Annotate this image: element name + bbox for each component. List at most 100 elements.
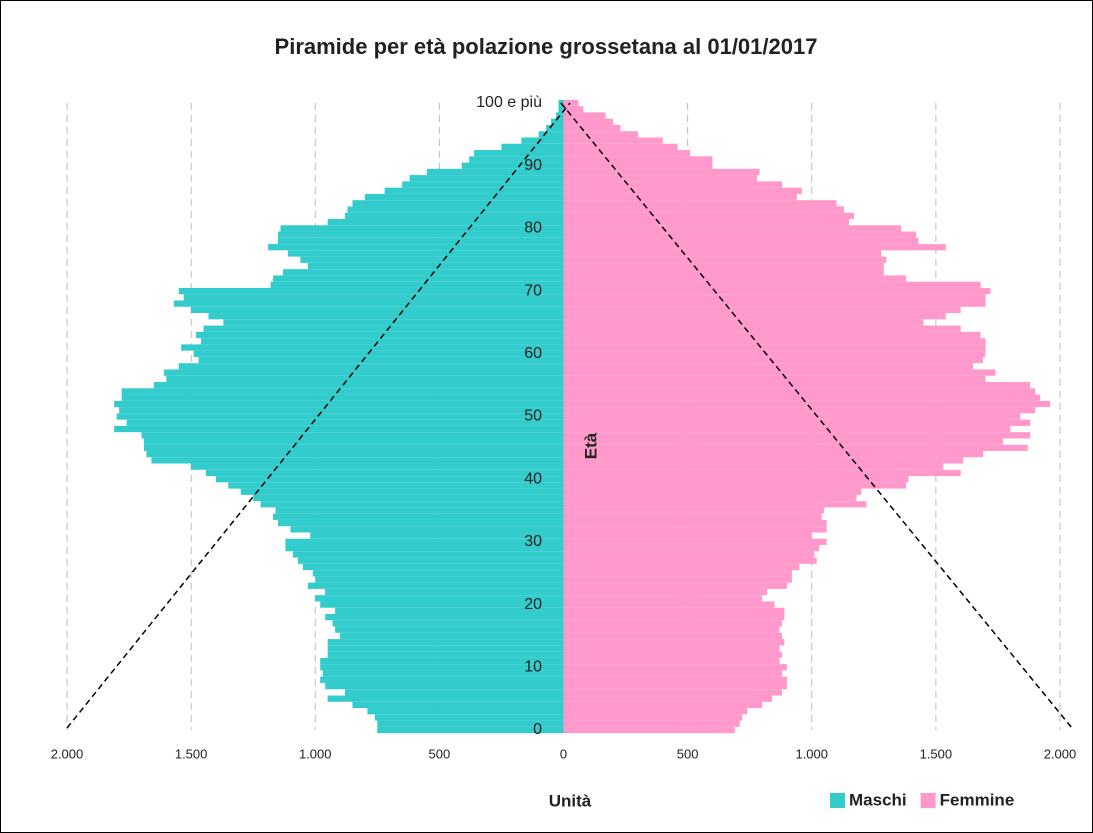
bar: [563, 601, 775, 608]
bar: [325, 682, 564, 690]
bar: [563, 388, 1036, 395]
bar: [307, 262, 564, 270]
bar: [325, 614, 564, 621]
bar: [312, 570, 564, 577]
bar: [563, 488, 862, 495]
bar: [280, 225, 564, 232]
bar: [563, 400, 1051, 408]
x-tick-label: 500: [677, 746, 699, 761]
bar: [278, 231, 564, 238]
bar: [563, 231, 917, 238]
bar: [377, 720, 564, 727]
x-tick-label: 1.000: [299, 746, 332, 761]
bar: [193, 350, 564, 357]
bar: [563, 726, 735, 734]
bar: [563, 438, 1003, 445]
bar: [563, 538, 827, 546]
bar: [364, 193, 564, 201]
bar: [315, 595, 564, 602]
bar: [563, 576, 792, 583]
bar: [320, 601, 564, 608]
y-tick-label: 30: [524, 533, 542, 550]
bar: [563, 519, 827, 527]
bar: [461, 162, 564, 169]
x-tick-label: 2.000: [51, 746, 84, 761]
bar: [340, 632, 564, 640]
bar: [563, 99, 579, 107]
legend-label: Maschi: [849, 790, 907, 809]
bar: [563, 570, 792, 577]
y-tick-label: 50: [524, 408, 542, 425]
bar: [563, 319, 924, 326]
bar: [345, 689, 564, 696]
bar: [563, 626, 780, 633]
bar: [546, 124, 564, 132]
bar: [377, 726, 564, 734]
bar: [563, 206, 845, 213]
bar: [563, 187, 802, 194]
bar: [563, 476, 909, 483]
bar: [178, 363, 564, 370]
bar: [183, 294, 564, 301]
bar: [563, 607, 785, 615]
bar: [141, 432, 564, 439]
bar: [563, 200, 837, 207]
bar: [121, 394, 564, 401]
bar: [563, 175, 758, 182]
bar: [327, 639, 564, 646]
bar: [558, 106, 564, 113]
bar: [126, 419, 564, 426]
bar: [215, 476, 564, 483]
bar: [563, 313, 946, 320]
bar: [166, 375, 564, 383]
bar: [563, 501, 867, 508]
legend-swatch: [920, 793, 936, 808]
bar: [240, 488, 564, 495]
bar: [282, 269, 564, 276]
bar: [196, 331, 564, 339]
bar: [563, 150, 691, 157]
bar: [563, 275, 907, 282]
bar: [201, 338, 564, 345]
bar: [151, 457, 564, 464]
bar: [563, 708, 748, 715]
bar: [563, 250, 882, 257]
y-tick-label: 0: [533, 721, 542, 738]
bar: [191, 306, 564, 314]
x-tick-label: 500: [429, 746, 451, 761]
bar: [146, 450, 564, 458]
bar: [563, 287, 991, 295]
bar: [297, 557, 564, 564]
bar: [278, 237, 564, 245]
bar: [563, 526, 827, 533]
bar: [563, 124, 621, 132]
bar: [327, 695, 564, 702]
bar: [563, 614, 785, 621]
bar: [563, 281, 981, 288]
bar: [275, 507, 564, 514]
bar: [563, 469, 961, 477]
bar: [563, 350, 986, 357]
bar: [114, 400, 564, 408]
bar: [563, 664, 787, 671]
bar: [563, 168, 760, 176]
bar: [335, 607, 564, 615]
bar: [563, 156, 713, 163]
bar: [563, 682, 787, 690]
bar: [563, 193, 797, 201]
bar: [163, 369, 564, 376]
bar: [563, 356, 984, 364]
bar: [198, 356, 564, 364]
bar: [143, 438, 564, 445]
bar: [563, 720, 740, 727]
bar: [191, 463, 564, 470]
bar: [563, 457, 964, 464]
bar: [563, 162, 713, 169]
bar: [563, 363, 974, 370]
legend-label: Femmine: [940, 790, 1015, 809]
bar: [469, 156, 564, 163]
bar: [327, 651, 564, 658]
bar: [270, 281, 564, 288]
bar: [327, 218, 564, 226]
